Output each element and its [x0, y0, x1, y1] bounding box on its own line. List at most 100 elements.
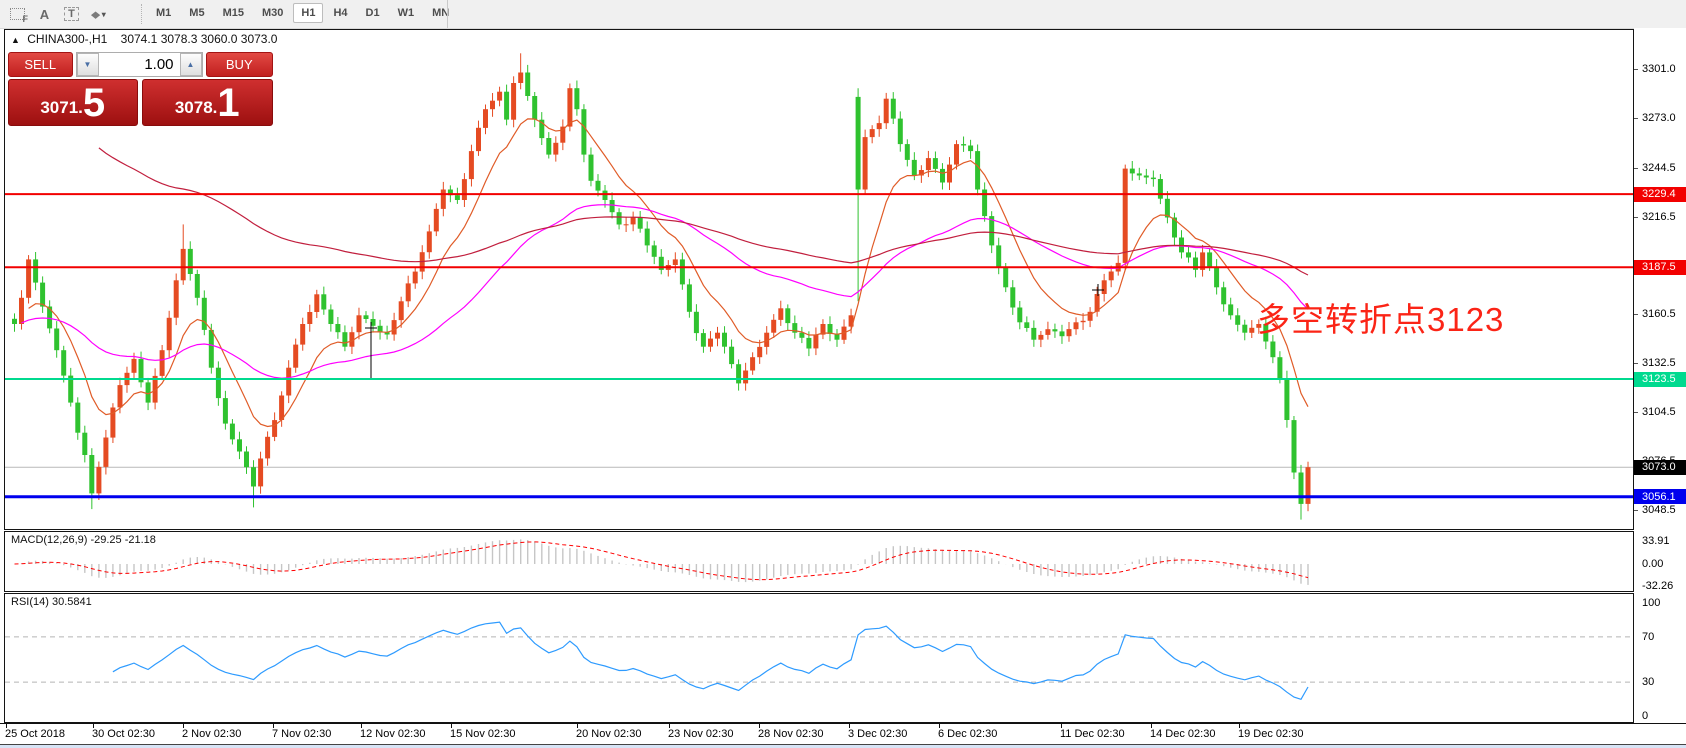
price-tick-label: 3301.0 [1642, 63, 1676, 75]
price-tick-mark [1634, 363, 1638, 365]
time-axis-label: 6 Dec 02:30 [938, 728, 998, 740]
timeframe-h1-button[interactable]: H1 [293, 3, 324, 23]
one-click-trading-panel: SELL ▼ ▲ BUY 3071.5 3078.1 [8, 52, 273, 126]
timeframe-d1-button[interactable]: D1 [365, 7, 380, 19]
main-chart-panel: ▲ CHINA300-,H1 3074.1 3078.3 3060.0 3073… [4, 29, 1634, 530]
timeframe-mn-button[interactable]: MN [432, 7, 450, 19]
price-tick-mark [1634, 314, 1638, 316]
time-axis-label: 28 Nov 02:30 [758, 728, 824, 740]
rsi-axis-label: 70 [1642, 630, 1655, 643]
window-bottom-edge [0, 745, 1686, 748]
time-axis-label: 23 Nov 02:30 [668, 728, 734, 740]
time-tick-mark [361, 724, 362, 728]
price-tick-mark [1634, 167, 1638, 169]
symbol-timeframe-label: CHINA300-,H1 [27, 32, 108, 46]
time-axis-label: 15 Nov 02:30 [450, 728, 516, 740]
buy-price-frac: 1 [217, 81, 240, 125]
price-tick-mark [1634, 412, 1638, 414]
buy-price-int: 3078. [174, 98, 218, 117]
time-tick-mark [577, 724, 578, 728]
time-axis-label: 12 Nov 02:30 [360, 728, 426, 740]
ohlc-values: 3074.1 3078.3 3060.0 3073.0 [120, 32, 278, 46]
rsi-axis-label: 0 [1642, 710, 1649, 722]
cursor-cross-icon [1092, 284, 1104, 296]
time-tick-mark [849, 724, 850, 728]
time-axis-label: 19 Dec 02:30 [1238, 728, 1304, 740]
slow-ma-line [98, 147, 1309, 276]
price-tick-label: 3160.5 [1642, 308, 1676, 321]
price-tick-label: 3132.5 [1642, 357, 1676, 370]
text-box-icon[interactable]: T [58, 3, 85, 25]
time-tick-mark [183, 724, 184, 728]
macd-axis-label: 33.91 [1642, 535, 1670, 547]
time-tick-mark [273, 724, 274, 728]
time-tick-mark [6, 724, 7, 728]
price-tick-label: 3273.0 [1642, 111, 1676, 124]
sell-price-int: 3071. [40, 98, 83, 117]
time-axis-label: 30 Oct 02:30 [92, 728, 155, 740]
time-tick-mark [1061, 724, 1062, 728]
price-scale[interactable]: 3301.0 3273.0 3244.5 3216.5 3187.5 3160.5 3132… [1634, 28, 1686, 723]
price-badge-3073.0: 3073.0 [1634, 459, 1686, 475]
price-tick-mark [1634, 510, 1638, 512]
time-axis-label: 11 Dec 02:30 [1060, 728, 1125, 740]
timeframe-m15-button[interactable]: M15 [222, 7, 244, 19]
time-tick-mark [93, 724, 94, 728]
chart-title: ▲ CHINA300-,H1 3074.1 3078.3 3060.0 3073… [11, 32, 277, 46]
price-tick-label: 3104.5 [1642, 406, 1676, 419]
sell-price-display[interactable]: 3071. 5 [8, 79, 138, 126]
price-badge-3056.1: 3056.1 [1634, 489, 1686, 505]
rsi-axis-label: 100 [1642, 597, 1661, 609]
time-axis-label: 7 Nov 02:30 [272, 728, 332, 740]
rsi-panel: RSI(14) 30.5841 [4, 593, 1634, 723]
volume-increase-button[interactable]: ▲ [179, 53, 202, 76]
time-axis-label: 25 Oct 2018 [5, 728, 65, 740]
time-axis[interactable]: 25 Oct 2018 30 Oct 02:30 2 Nov 02:30 7 Nov … [0, 723, 1686, 745]
timeframe-group: M1 M5 M15 M30 H1 H4 D1 W1 MN [148, 3, 459, 23]
price-tick-label: 3216.5 [1642, 210, 1676, 223]
time-axis-label: 3 Dec 02:30 [848, 728, 908, 740]
macd-plot[interactable] [5, 532, 1633, 591]
drawing-tools-group: F A T ◆ ▾ [4, 2, 112, 26]
macd-panel: MACD(12,26,9) -29.25 -21.18 [4, 531, 1634, 592]
rsi-axis-label: 30 [1642, 676, 1655, 689]
sell-button[interactable]: SELL [8, 52, 73, 77]
time-tick-mark [669, 724, 670, 728]
collapse-triangle-icon[interactable]: ▲ [11, 35, 20, 45]
font-grid-icon[interactable]: F [4, 3, 31, 25]
price-tick-label: 3048.5 [1642, 504, 1676, 517]
time-axis-label: 2 Nov 02:30 [182, 728, 242, 740]
buy-button[interactable]: BUY [205, 52, 273, 77]
mid-ma-line [21, 204, 1309, 379]
macd-axis-label: -32.26 [1642, 579, 1674, 592]
price-badge-3123.5: 3123.5 [1634, 371, 1686, 387]
rsi-line [112, 621, 1309, 701]
macd-axis-label: 0.00 [1642, 558, 1664, 570]
price-badge-3187.5: 3187.5 [1634, 259, 1686, 275]
time-tick-mark [939, 724, 940, 728]
rsi-plot[interactable] [5, 594, 1633, 722]
chart-annotation-text: 多空转折点3123 [1257, 301, 1505, 338]
timeframe-m5-button[interactable]: M5 [189, 7, 205, 19]
toolbar-separator-2 [447, 0, 448, 28]
timeframe-m1-button[interactable]: M1 [156, 7, 172, 19]
macd-signal-line [14, 541, 1309, 581]
timeframe-m30-button[interactable]: M30 [261, 7, 284, 19]
time-axis-label: 14 Dec 02:30 [1150, 728, 1216, 740]
price-badge-3229.4: 3229.4 [1634, 186, 1686, 202]
rsi-label: RSI(14) 30.5841 [11, 596, 92, 608]
time-tick-mark [1239, 724, 1240, 728]
time-tick-mark [451, 724, 452, 728]
candlestick-chart[interactable] [5, 30, 1633, 529]
volume-input[interactable] [98, 53, 180, 76]
buy-price-display[interactable]: 3078. 1 [141, 79, 273, 126]
top-toolbar: F A T ◆ ▾ M1 M5 M15 M30 H1 H4 D1 W1 MN [0, 0, 1686, 29]
timeframe-h4-button[interactable]: H4 [333, 7, 348, 19]
shapes-dropdown-icon[interactable]: ◆ ▾ [91, 9, 106, 20]
sell-price-frac: 5 [82, 81, 106, 125]
volume-stepper: ▼ ▲ [75, 52, 203, 77]
timeframe-w1-button[interactable]: W1 [397, 7, 415, 19]
volume-decrease-button[interactable]: ▼ [76, 53, 99, 76]
price-tick-mark [1634, 117, 1638, 119]
text-label-icon[interactable]: A [39, 6, 50, 22]
